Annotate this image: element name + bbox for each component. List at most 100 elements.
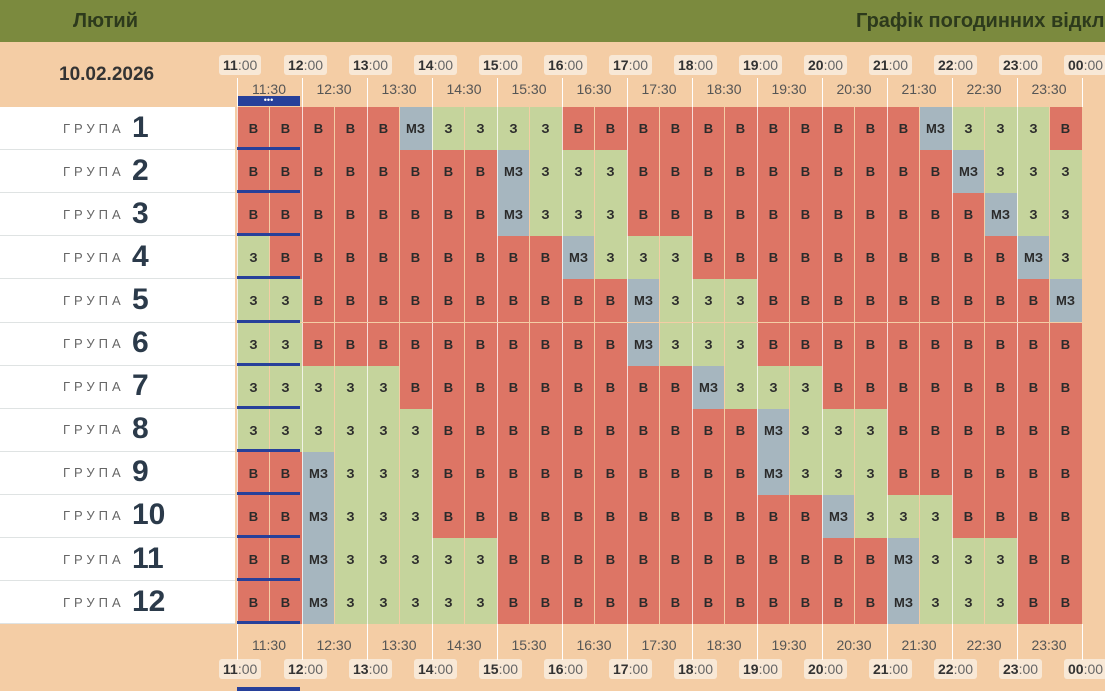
schedule-cell: В: [432, 322, 464, 366]
schedule-cell: В: [497, 365, 529, 409]
schedule-cell: З: [1017, 193, 1049, 237]
schedule-cell: З: [854, 451, 887, 495]
half-hour-label-bottom: 13:30: [381, 637, 417, 653]
schedule-cell: В: [854, 150, 887, 194]
group-word: ГРУПА: [63, 379, 125, 395]
schedule-cell: З: [724, 322, 757, 366]
schedule-cell: В: [757, 494, 789, 538]
schedule-cell: В: [529, 494, 562, 538]
row-divider: [0, 580, 235, 582]
schedule-cell: В: [497, 538, 529, 582]
current-time-underline: [237, 578, 300, 582]
half-hour-label-bottom: 21:30: [901, 637, 937, 653]
schedule-cell: В: [984, 451, 1017, 495]
schedule-cell: З: [464, 107, 497, 151]
schedule-cell: В: [497, 322, 529, 366]
schedule-cell: МЗ: [1017, 236, 1049, 280]
schedule-cell: В: [367, 150, 399, 194]
group-word: ГРУПА: [63, 120, 125, 136]
group-number: 6: [132, 326, 149, 360]
schedule-cell: МЗ: [1049, 279, 1082, 323]
schedule-cell: З: [789, 451, 822, 495]
schedule-cell: З: [334, 365, 367, 409]
schedule-cell: В: [952, 365, 984, 409]
schedule-cell: В: [757, 236, 789, 280]
schedule-cell: В: [237, 494, 269, 538]
current-time-underline: [237, 491, 300, 495]
group-word: ГРУПА: [63, 249, 125, 265]
schedule-cell: З: [887, 494, 919, 538]
schedule-cell: В: [854, 581, 887, 625]
schedule-cell: В: [692, 150, 724, 194]
schedule-cell: В: [529, 365, 562, 409]
group-number: 3: [132, 196, 149, 230]
hour-divider: [1082, 78, 1083, 107]
group-word: ГРУПА: [63, 508, 125, 524]
schedule-cell: В: [399, 279, 432, 323]
schedule-cell: З: [724, 279, 757, 323]
hour-label-top: 19:00: [739, 55, 783, 75]
schedule-cell: З: [757, 365, 789, 409]
schedule-cell: В: [627, 494, 659, 538]
schedule-cell: В: [984, 365, 1017, 409]
hour-divider: [497, 624, 498, 660]
schedule-cell: В: [594, 322, 627, 366]
hour-divider: [952, 78, 953, 107]
schedule-cell: В: [984, 322, 1017, 366]
schedule-cell: В: [952, 408, 984, 452]
schedule-cell: В: [1049, 494, 1082, 538]
group-word: ГРУПА: [63, 465, 125, 481]
schedule-cell: З: [659, 322, 692, 366]
schedule-cell: В: [627, 150, 659, 194]
schedule-cell: З: [562, 150, 594, 194]
schedule-cell: В: [497, 279, 529, 323]
schedule-cell: В: [822, 322, 854, 366]
row-divider: [0, 407, 235, 409]
schedule-cell: З: [952, 538, 984, 582]
schedule-cell: В: [724, 408, 757, 452]
schedule-cell: В: [432, 279, 464, 323]
schedule-cell: В: [562, 322, 594, 366]
schedule-cell: В: [497, 408, 529, 452]
schedule-cell: З: [367, 365, 399, 409]
hour-divider: [367, 624, 368, 660]
schedule-cell: В: [822, 236, 854, 280]
schedule-cell: В: [952, 193, 984, 237]
schedule-cell: В: [1049, 107, 1082, 151]
hour-divider: [1017, 624, 1018, 660]
schedule-cell: В: [822, 365, 854, 409]
schedule-cell: В: [529, 236, 562, 280]
half-hour-label-top: 16:30: [576, 81, 612, 97]
schedule-cell: В: [1049, 451, 1082, 495]
schedule-cell: В: [269, 107, 302, 151]
month-label: Лютий: [73, 10, 138, 32]
hour-label-bottom: 21:00: [869, 659, 913, 679]
current-time-underline: [237, 448, 300, 452]
schedule-date: 10.02.2026: [59, 64, 155, 85]
hour-divider: [627, 78, 628, 107]
schedule-cell: В: [692, 236, 724, 280]
schedule-cell: З: [659, 236, 692, 280]
schedule-cell: В: [1049, 538, 1082, 582]
top-header-bar: Лютий Графік погодинних відкл: [0, 0, 1105, 42]
schedule-cell: З: [1017, 107, 1049, 151]
half-hour-label-bottom: 18:30: [706, 637, 742, 653]
schedule-cell: В: [659, 193, 692, 237]
schedule-cell: З: [237, 236, 269, 280]
schedule-cell: З: [1049, 150, 1082, 194]
schedule-cell: В: [627, 193, 659, 237]
hour-divider: [952, 624, 953, 660]
group-row-label: ГРУПА 8: [0, 408, 235, 452]
schedule-cell: В: [1049, 408, 1082, 452]
schedule-cell: В: [919, 150, 952, 194]
schedule-cell: В: [659, 150, 692, 194]
schedule-cell: В: [529, 538, 562, 582]
schedule-cell: В: [692, 538, 724, 582]
hour-label-top: 22:00: [934, 55, 978, 75]
hour-label-bottom: 19:00: [739, 659, 783, 679]
schedule-cell: В: [659, 538, 692, 582]
hour-label-top: 13:00: [349, 55, 393, 75]
schedule-cell: В: [1017, 581, 1049, 625]
schedule-cell: В: [464, 193, 497, 237]
hour-divider: [627, 624, 628, 660]
